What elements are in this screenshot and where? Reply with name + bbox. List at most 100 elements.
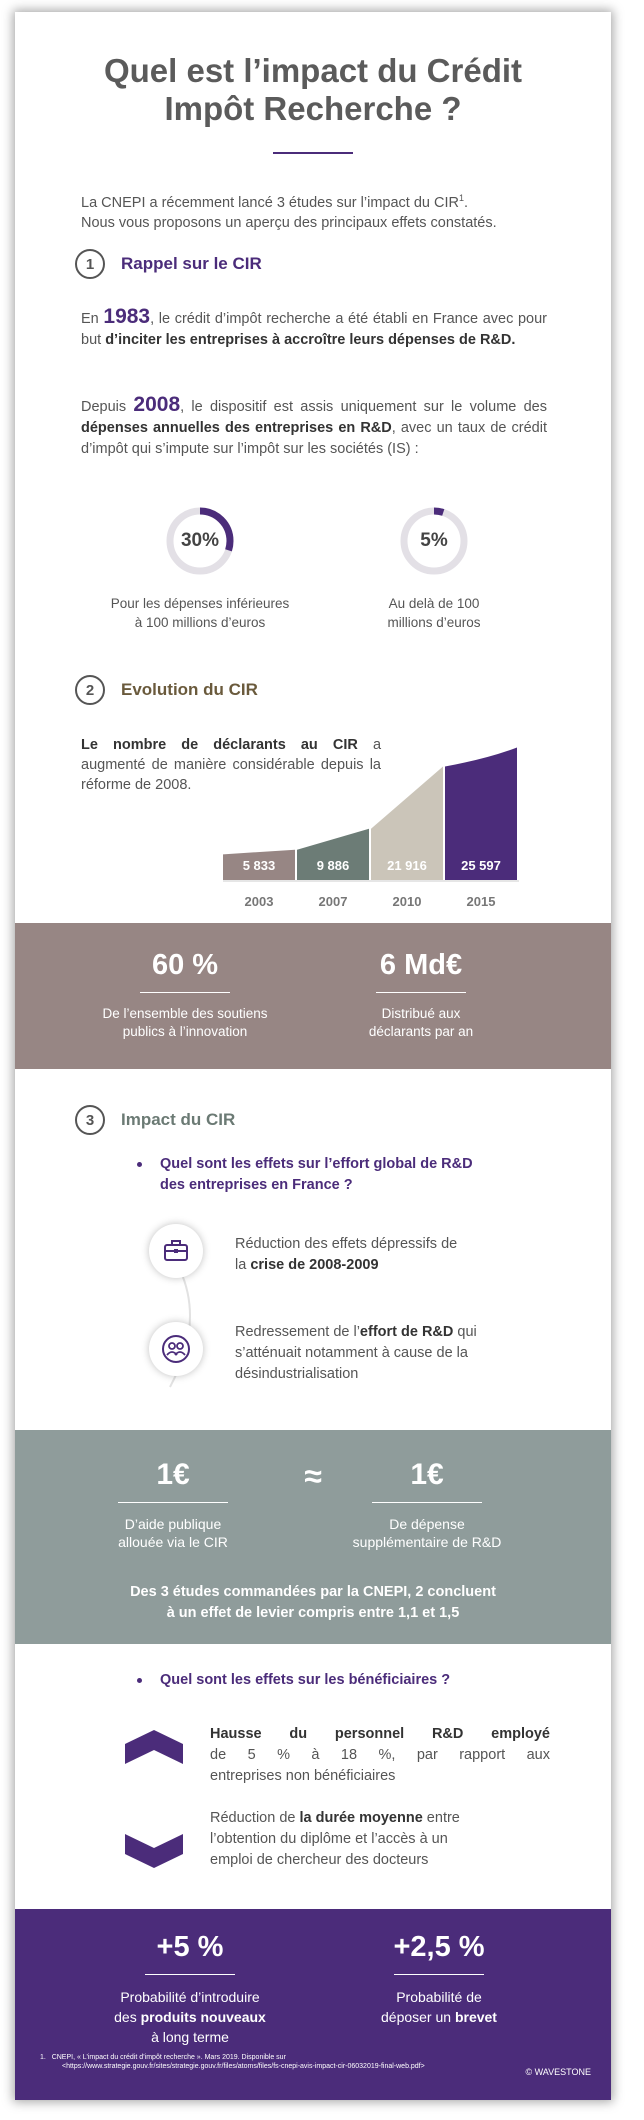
patent-stat: +2,5 % Probabilité de déposer un brevet [319,1931,559,2027]
x-tick-label: 2015 [466,894,496,909]
bullet [137,1677,142,1683]
staff-increase-line-3: entreprises non bénéficiaires [210,1768,396,1784]
section-3-header: 3 Impact du CIR [75,1104,235,1136]
bullet [137,1161,142,1167]
duration-line-2: l’obtention du diplôme et l’accès à un [210,1831,448,1847]
stat-caption-line-1: Distribué aux [381,1006,461,1021]
ring-progress-arc [400,507,468,575]
question-line-1: Quel sont les effets sur l’effort global… [160,1156,473,1172]
new-products-caption: Probabilité d’introduire des produits no… [70,1987,310,2047]
patent-value: +2,5 % [393,1931,485,1963]
intro-text: La CNEPI a récemment lancé 3 études sur … [81,188,551,233]
briefcase-icon-graphic [164,1240,188,1261]
section-2-text: Le nombre de déclarants au CIR a augment… [81,735,381,795]
caption-line-2: allouée via le CIR [118,1534,228,1550]
bar-value-label: 5 833 [242,858,276,873]
caption-line-1: De dépense [389,1516,465,1532]
page-title: Quel est l’impact du Crédit Impôt Recher… [15,52,611,128]
evo-text-rest: a augmenté de manière considérable depui… [81,737,382,793]
patent-caption: Probabilité de déposer un brevet [319,1987,559,2027]
intro-line-1-end: . [464,194,469,211]
p2-text-a: Depuis [81,399,134,415]
caption-line-3: à long terme [151,2029,229,2045]
intro-line-1: La CNEPI a récemment lancé 3 études sur … [81,194,459,211]
chevron-up-icon [125,1730,183,1764]
effect-rd-line-3: désindustrialisation [235,1366,359,1382]
effect-rd-text-b: qui [453,1324,477,1340]
p1-text-a: En [81,311,104,327]
new-products-stat: +5 % Probabilité d’introduire des produi… [70,1931,310,2047]
bar-value-label: 21 916 [387,858,427,873]
declarants-chart-svg [223,747,519,882]
brand-credit: © WAVESTONE [525,2067,591,2077]
stat-amount: 6 Md€ Distribué aux déclarants par an [301,949,541,1041]
stat-caption-line-1: De l’ensemble des soutiens [102,1006,268,1021]
approx-sign: ≈ [304,1458,322,1494]
question-beneficiaries: Quel sont les effets sur les bénéficiair… [137,1670,450,1691]
footnote-number: 1. [40,2054,46,2061]
stat-share-caption: De l’ensemble des soutiens publics à l’i… [65,1005,305,1041]
stat-divider [140,992,230,993]
effect-rd-text-a: Redressement de l’ [235,1324,360,1340]
section-1-number: 1 [75,249,105,279]
duration-bold: la durée moyenne [299,1810,423,1826]
ring-graphic [166,507,234,575]
section-3-number: 3 [75,1105,105,1135]
rate-ring: 5% [399,506,469,576]
section-2-header: 2 Evolution du CIR [75,674,258,706]
effect-rd-line-2: s’atténuait notamment à cause de la [235,1345,468,1361]
leverage-band: 1€ D’aide publique allouée via le CIR ≈ … [15,1430,611,1644]
chevron-down-icon [125,1834,183,1868]
year-2008: 2008 [133,393,181,416]
effect-rd-bold: effort de R&D [359,1324,454,1340]
section-1-paragraph-2: Depuis 2008, le dispositif est assis uni… [81,394,547,460]
x-tick-label: 2003 [244,894,274,909]
caption-text: déposer un [381,2009,455,2025]
bar-2007 [297,828,369,880]
caption-text: des [114,2009,141,2025]
rate-value: 30% [180,530,220,551]
title-line-1: Quel est l’impact du Crédit [103,52,523,89]
caption-line-1: D’aide publique [124,1516,222,1532]
rate-value: 5% [420,530,448,551]
duration-text-a: Réduction de [210,1810,300,1826]
people-icon [149,1322,203,1376]
stat-divider [372,1502,482,1503]
bar-value-label: 25 597 [461,858,501,873]
section-1-paragraph-1: En 1983, le crédit d’impôt recherche a é… [81,306,547,351]
rate-caption: Pour les dépenses inférieures à 100 mill… [100,594,300,632]
conclusion-line-2: à un effet de levier compris entre 1,1 e… [166,1605,460,1621]
people-icon-graphic [162,1335,190,1363]
question-line-2: des entreprises en France ? [160,1177,353,1193]
leverage-conclusion: Des 3 études commandées par la CNEPI, 2 … [45,1582,581,1624]
stat-divider [376,992,466,993]
rate-caption-line-2: millions d’euros [387,615,481,630]
ring-progress-arc [166,507,234,575]
question-global-effort: Quel sont les effets sur l’effort global… [137,1154,473,1196]
stat-amount-value: 6 Md€ [379,949,463,981]
x-tick-label: 2010 [392,894,422,909]
intro-line-2: Nous vous proposons un aperçu des princi… [81,214,497,231]
rate-caption-line-1: Au delà de 100 [388,596,480,611]
rate-caption: Au delà de 100 millions d’euros [334,594,534,632]
p1-bold: d’inciter les entreprises à accroître le… [105,332,516,348]
effect-crisis-line-1: Réduction des effets dépressifs de [235,1236,458,1252]
question-text: Quel sont les effets sur les bénéficiair… [160,1672,451,1688]
conclusion-line-1: Des 3 études commandées par la CNEPI, 2 … [130,1584,496,1600]
stat-caption-line-2: déclarants par an [368,1024,474,1039]
effect-crisis: Réduction des effets dépressifs de la cr… [235,1234,525,1276]
duration-line-3: emploi de chercheur des docteurs [210,1852,429,1868]
title-line-2: Impôt Recherche ? [164,90,462,127]
section-2-title: Evolution du CIR [121,680,258,699]
rate-30-block: 30% Pour les dépenses inférieures à 100 … [100,506,300,632]
extra-spending-caption: De dépense supplémentaire de R&D [327,1515,527,1551]
effect-crisis-line-2: la crise de 2008-2009 [235,1255,525,1276]
stat-divider [145,1974,235,1975]
intro-footnote-ref: 1 [458,193,464,203]
footnote-line-1: CNEPI, « L’impact du crédit d’impôt rech… [51,2054,286,2061]
effect-duration-reduction: Réduction de la durée moyenne entre l’ob… [210,1808,550,1871]
effect-staff-increase: Hausse du personnel R&D employé de 5 % à… [210,1724,550,1787]
stat-divider [118,1502,228,1503]
stats-band-3: +5 % Probabilité d’introduire des produi… [15,1909,611,2100]
p2-text-c: , avec un taux de crédit d’impôt qui s’i… [81,420,547,457]
